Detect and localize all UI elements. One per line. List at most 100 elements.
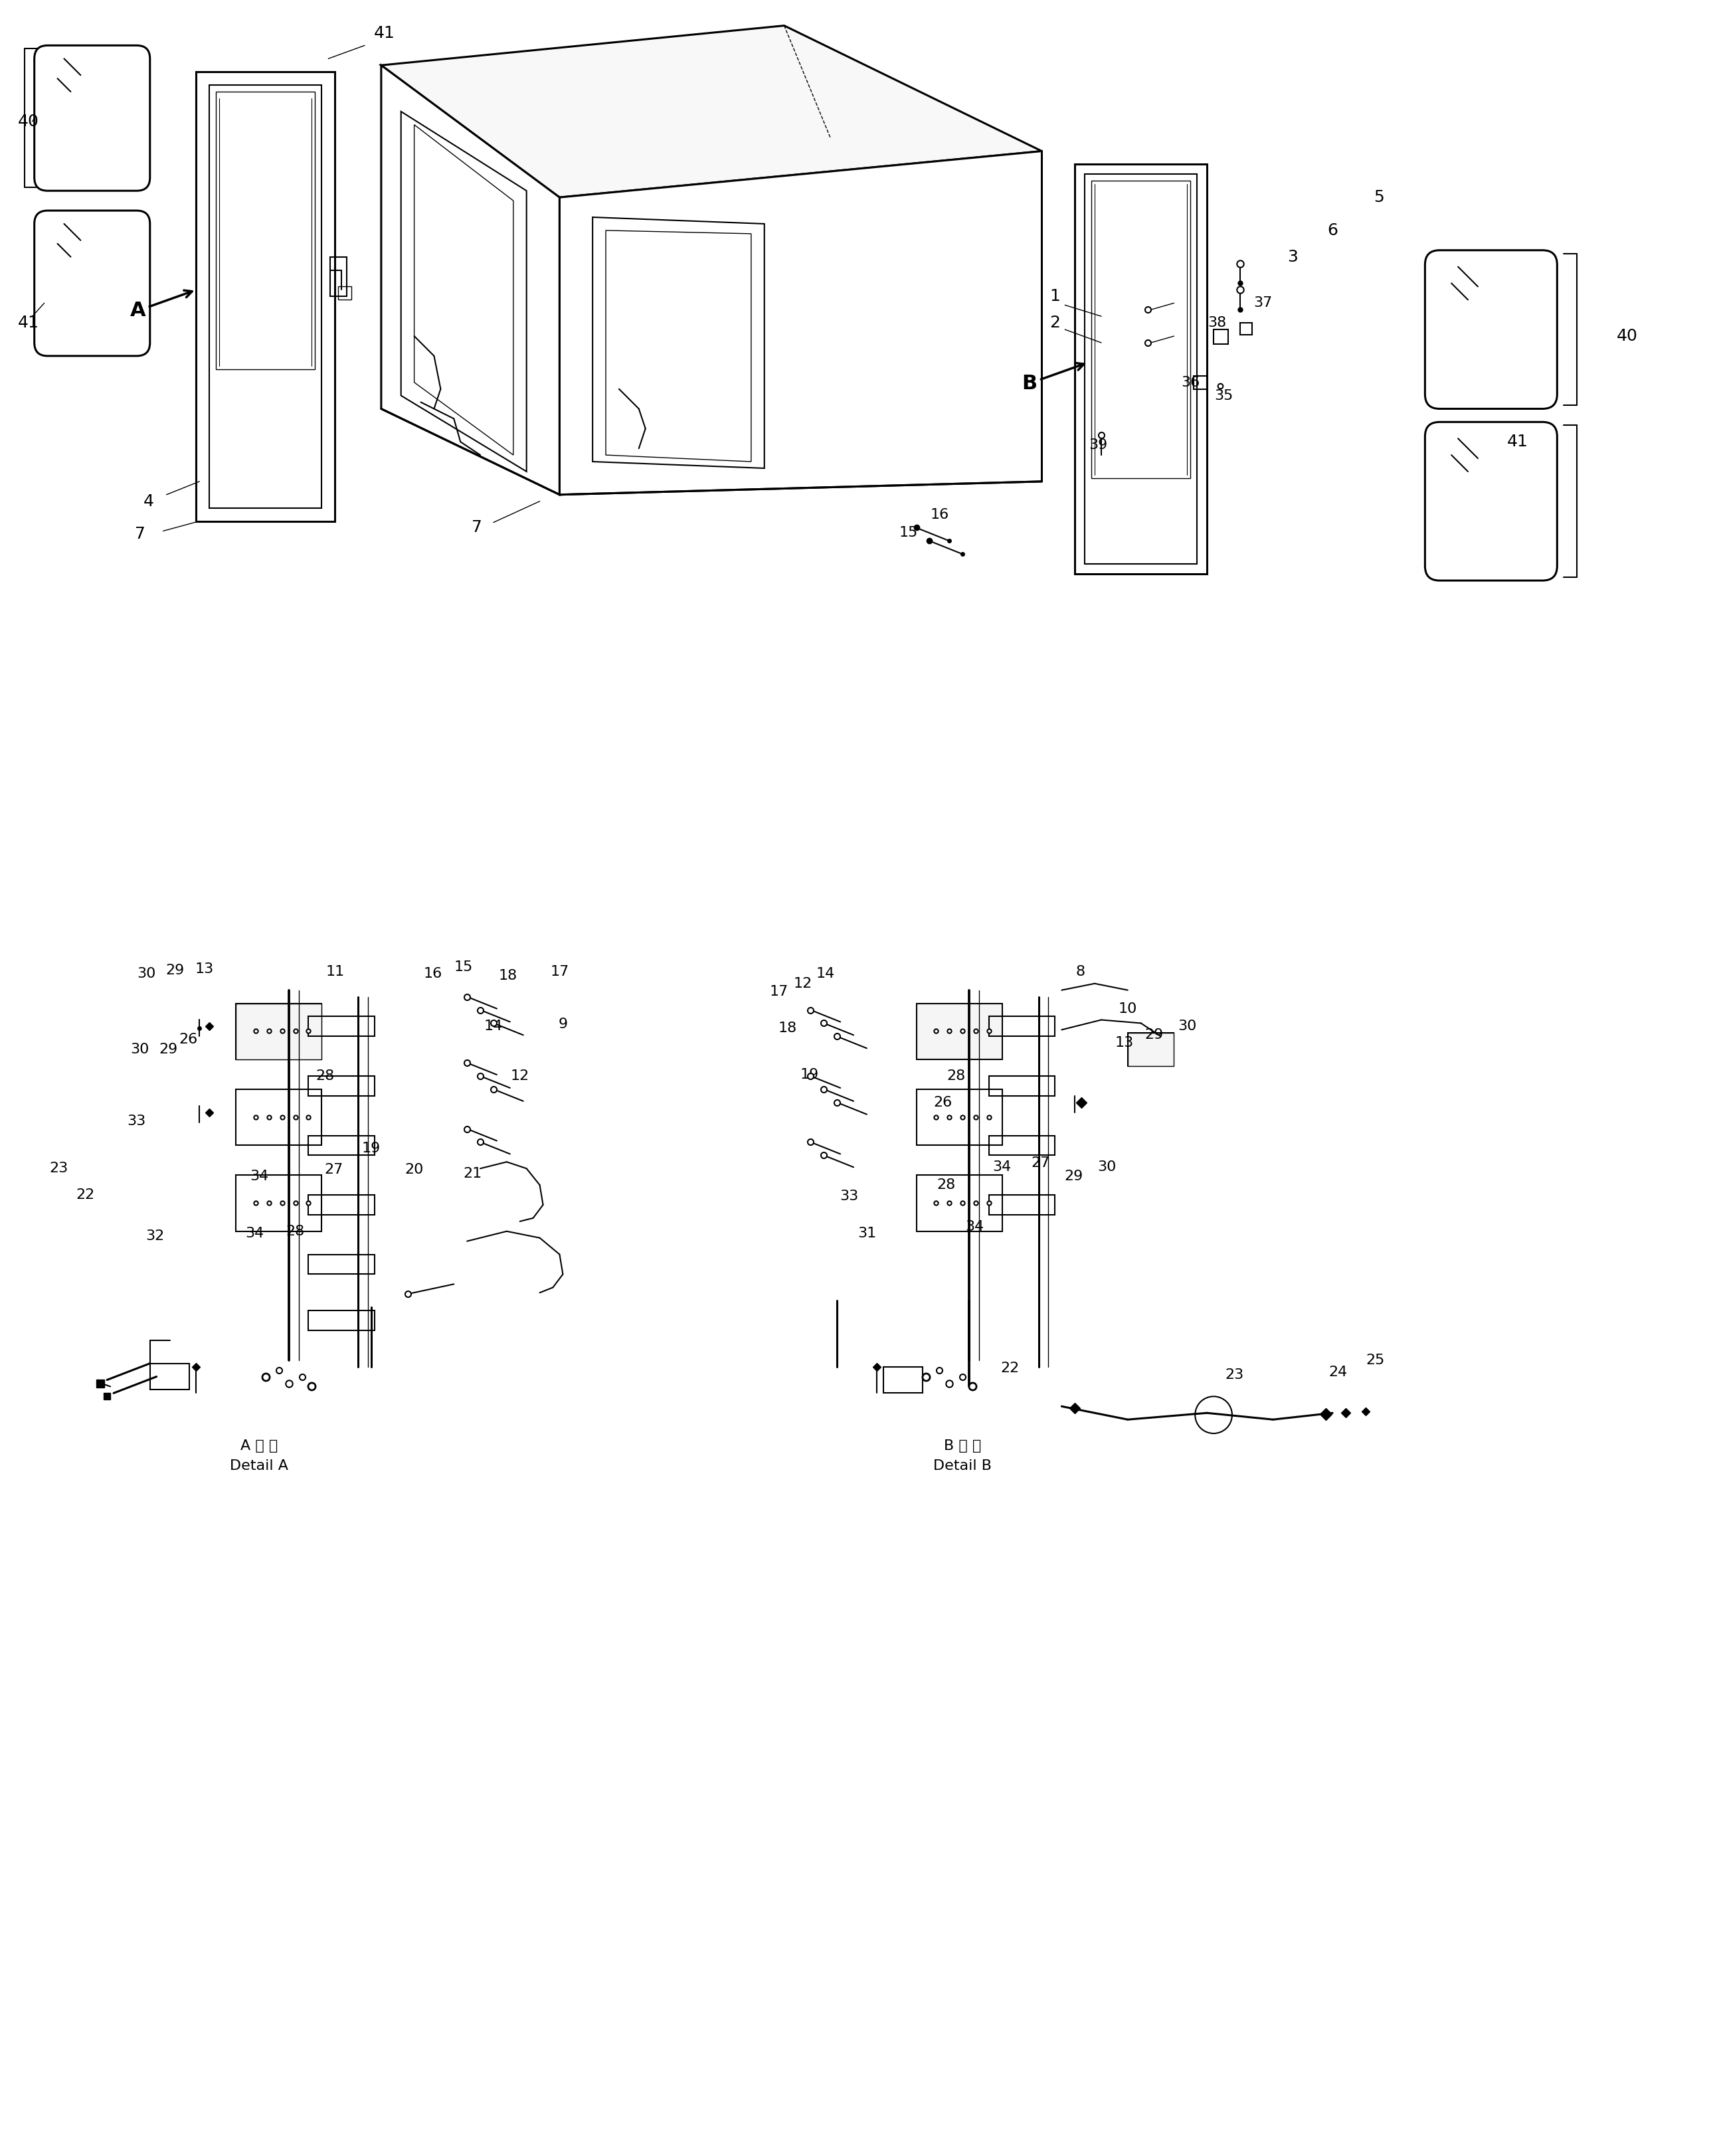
Bar (309, 1255, 374, 1274)
Polygon shape (381, 65, 560, 494)
Polygon shape (381, 26, 1042, 198)
Text: 5: 5 (1374, 190, 1384, 205)
Bar (1092, 181, 1190, 479)
Text: 15: 15 (900, 526, 919, 539)
Bar (309, 1194, 374, 1214)
Text: 28: 28 (946, 1069, 965, 1082)
Text: 4: 4 (143, 494, 155, 509)
Text: Detail A: Detail A (230, 1460, 288, 1473)
Bar (309, 1076, 374, 1095)
Text: 41: 41 (1508, 433, 1528, 451)
Bar (1128, 1033, 1174, 1065)
Bar (196, 71, 335, 522)
Bar (309, 1311, 374, 1330)
Text: 12: 12 (793, 977, 812, 990)
Text: 39: 39 (1089, 438, 1107, 453)
Bar (309, 1136, 374, 1156)
Bar (209, 84, 321, 509)
Text: 24: 24 (1329, 1365, 1348, 1378)
Text: 26: 26 (934, 1095, 953, 1108)
Text: 6: 6 (1327, 222, 1338, 239)
Text: 17: 17 (769, 985, 788, 998)
Text: 30: 30 (1097, 1160, 1116, 1173)
Text: 8: 8 (1075, 966, 1085, 979)
Text: 17: 17 (549, 966, 568, 979)
Bar (216, 93, 316, 369)
Text: 32: 32 (146, 1229, 165, 1242)
Text: 23: 23 (1226, 1369, 1245, 1382)
Text: 14: 14 (816, 968, 834, 981)
Text: 33: 33 (840, 1190, 858, 1203)
Bar (330, 257, 347, 298)
Text: 31: 31 (857, 1227, 876, 1240)
Bar (149, 1363, 189, 1391)
Text: 14: 14 (484, 1020, 503, 1033)
Text: B 詳 細: B 詳 細 (944, 1440, 980, 1453)
Text: 29: 29 (165, 964, 184, 977)
Text: 41: 41 (17, 315, 39, 330)
Text: 29: 29 (1145, 1028, 1164, 1041)
Text: 19: 19 (362, 1143, 381, 1156)
Bar (235, 1175, 321, 1231)
Text: 29: 29 (160, 1044, 179, 1056)
Text: 21: 21 (464, 1166, 482, 1181)
Text: 40: 40 (17, 114, 39, 129)
Bar (235, 1003, 321, 1059)
Bar (1240, 323, 1252, 334)
Text: 33: 33 (127, 1115, 146, 1128)
Text: 9: 9 (558, 1018, 568, 1031)
Text: 30: 30 (130, 1044, 149, 1056)
Text: 13: 13 (194, 962, 213, 977)
Polygon shape (560, 151, 1042, 494)
Text: 23: 23 (50, 1162, 69, 1175)
Bar (883, 1367, 924, 1393)
Text: 38: 38 (1207, 317, 1226, 330)
Text: 34: 34 (246, 1227, 264, 1240)
Bar (235, 1003, 321, 1059)
Text: 28: 28 (287, 1225, 304, 1238)
Text: 27: 27 (325, 1164, 343, 1177)
Text: 20: 20 (405, 1164, 424, 1177)
Text: 34: 34 (249, 1171, 268, 1184)
Text: 18: 18 (498, 968, 517, 983)
Text: 7: 7 (472, 520, 482, 535)
Text: 35: 35 (1214, 388, 1233, 403)
Text: 16: 16 (931, 509, 950, 522)
Bar (917, 1175, 1003, 1231)
Text: 22: 22 (76, 1188, 94, 1201)
Text: 28: 28 (316, 1069, 335, 1082)
Bar (309, 1018, 374, 1037)
Bar (917, 1089, 1003, 1145)
Text: 40: 40 (1617, 328, 1638, 345)
Text: 18: 18 (778, 1022, 797, 1035)
Text: 10: 10 (1118, 1003, 1137, 1015)
Bar (989, 1076, 1054, 1095)
Bar (338, 287, 352, 300)
Text: 30: 30 (1178, 1020, 1197, 1033)
Bar (1193, 375, 1207, 388)
Bar (1075, 164, 1207, 573)
Text: 3: 3 (1288, 248, 1298, 265)
Text: 28: 28 (937, 1179, 955, 1192)
Bar (989, 1018, 1054, 1037)
Bar (1214, 330, 1228, 345)
Text: B: B (1022, 362, 1083, 392)
Text: 1: 1 (1049, 289, 1061, 304)
Text: 2: 2 (1049, 315, 1061, 330)
Text: 25: 25 (1367, 1354, 1386, 1367)
Text: 36: 36 (1181, 375, 1200, 388)
Bar (1085, 175, 1197, 565)
Text: 12: 12 (510, 1069, 529, 1082)
Bar (989, 1136, 1054, 1156)
Text: 30: 30 (137, 968, 156, 981)
Text: 15: 15 (455, 959, 474, 975)
Text: 7: 7 (134, 526, 146, 543)
Text: 11: 11 (326, 966, 345, 979)
Text: 22: 22 (1001, 1360, 1020, 1376)
Text: 34: 34 (965, 1220, 984, 1233)
Text: 34: 34 (992, 1160, 1011, 1173)
Text: 29: 29 (1065, 1171, 1083, 1184)
Text: 13: 13 (1114, 1037, 1133, 1050)
Text: 26: 26 (179, 1033, 197, 1046)
Text: A 詳 細: A 詳 細 (240, 1440, 278, 1453)
